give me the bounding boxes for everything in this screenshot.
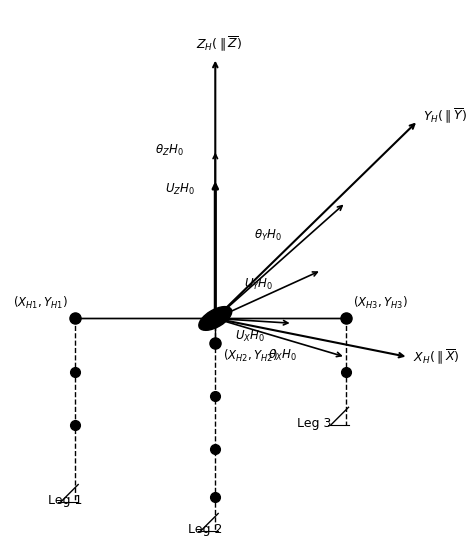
Text: $X_H(\parallel\overline{X})$: $X_H(\parallel\overline{X})$ — [413, 348, 460, 366]
Text: $Z_H(\parallel\overline{Z})$: $Z_H(\parallel\overline{Z})$ — [196, 34, 242, 53]
Text: $(X_{H3},Y_{H3})$: $(X_{H3},Y_{H3})$ — [353, 295, 408, 311]
Text: $U_ZH_0$: $U_ZH_0$ — [165, 182, 195, 197]
Text: Leg 1: Leg 1 — [48, 494, 82, 507]
Text: $Y_H(\parallel\overline{Y})$: $Y_H(\parallel\overline{Y})$ — [423, 106, 467, 125]
Text: $U_YH_0$: $U_YH_0$ — [244, 277, 273, 291]
Ellipse shape — [199, 306, 232, 331]
Text: $U_XH_0$: $U_XH_0$ — [235, 329, 264, 344]
Text: $(X_{H2},Y_{H2})$: $(X_{H2},Y_{H2})$ — [223, 348, 278, 364]
Text: $\theta_YH_0$: $\theta_YH_0$ — [254, 228, 282, 244]
Text: $\theta_XH_0$: $\theta_XH_0$ — [268, 348, 297, 363]
Text: $\theta_ZH_0$: $\theta_ZH_0$ — [155, 143, 184, 159]
Text: $(X_{H1},Y_{H1})$: $(X_{H1},Y_{H1})$ — [13, 295, 68, 311]
Text: Leg 3: Leg 3 — [297, 417, 332, 430]
Text: Leg 2: Leg 2 — [188, 523, 223, 536]
